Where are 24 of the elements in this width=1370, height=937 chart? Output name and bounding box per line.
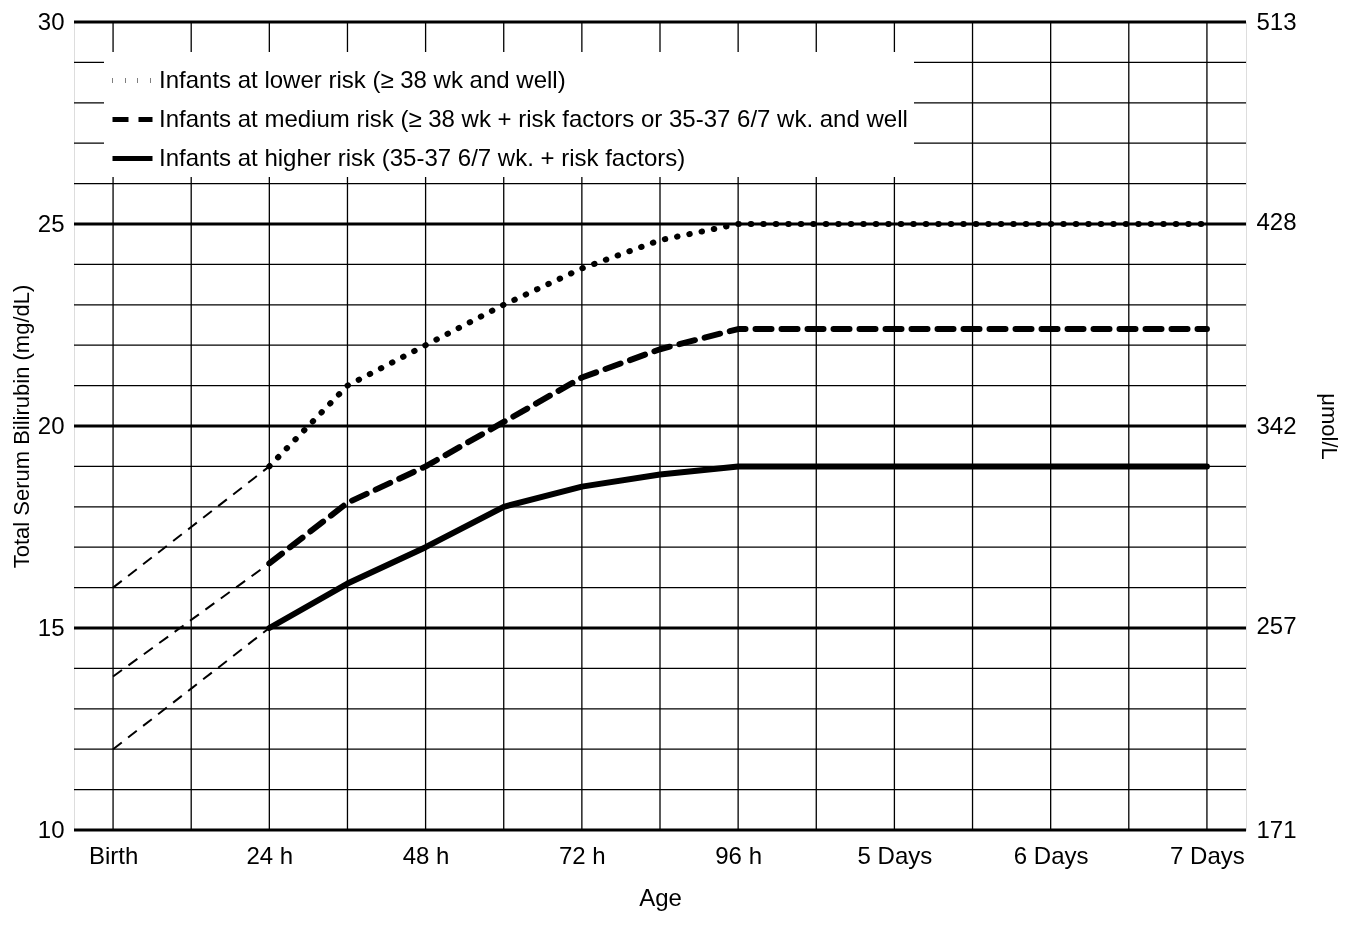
x-tick-label: 7 Days: [1170, 841, 1245, 869]
y2-tick-label: 342: [1256, 411, 1297, 439]
y-tick-label: 25: [37, 209, 65, 237]
y-tick-label: 20: [37, 411, 65, 439]
x-tick-label: 72 h: [559, 841, 606, 869]
y2-tick-label: 257: [1256, 612, 1297, 640]
x-tick-label: 96 h: [715, 841, 762, 869]
y-axis-title: Total Serum Bilirubin (mg/dL): [8, 284, 34, 569]
y2-axis-title: μmol/L: [1316, 393, 1342, 460]
x-tick-label: Birth: [88, 841, 139, 869]
legend-label: Infants at medium risk (≥ 38 wk + risk factors or 35-37 6/7 wk. and well: [159, 104, 908, 132]
y-tick-label: 15: [37, 613, 65, 641]
x-axis-title: Age: [639, 883, 682, 911]
y-tick-label: 10: [37, 815, 65, 843]
legend-label: Infants at higher risk (35-37 6/7 wk. + risk factors): [159, 143, 686, 171]
x-tick-label: 5 Days: [857, 841, 933, 869]
x-tick-label: 24 h: [246, 841, 294, 869]
x-tick-label: 6 Days: [1013, 841, 1089, 869]
x-tick-label: 48 h: [402, 841, 450, 869]
y2-tick-label: 428: [1256, 208, 1297, 236]
y2-tick-label: 171: [1256, 815, 1297, 843]
legend-label: Infants at lower risk (≥ 38 wk and well): [159, 65, 566, 93]
y2-tick-label: 513: [1256, 7, 1297, 35]
y-tick-label: 30: [37, 7, 65, 35]
